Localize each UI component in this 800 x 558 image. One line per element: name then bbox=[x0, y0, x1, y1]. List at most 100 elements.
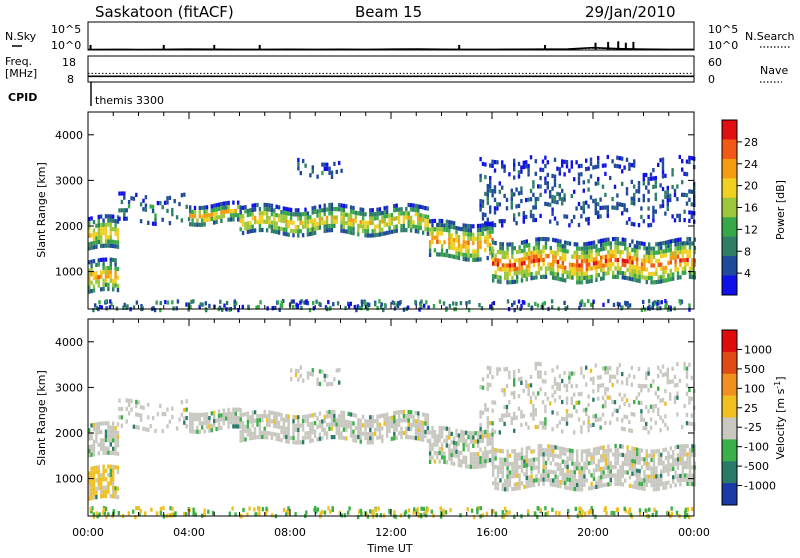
heatmap-cell bbox=[491, 440, 494, 445]
heatmap-cell bbox=[585, 167, 588, 172]
heatmap-cell bbox=[594, 181, 597, 186]
heatmap-cell bbox=[693, 444, 696, 449]
colorbar-tick-label: -500 bbox=[744, 460, 769, 473]
heatmap-cell bbox=[481, 451, 485, 456]
heatmap-cell bbox=[537, 262, 540, 267]
heatmap-cell bbox=[609, 254, 612, 259]
heatmap-cell bbox=[517, 368, 521, 373]
heatmap-cell bbox=[349, 205, 353, 210]
heatmap-cell bbox=[493, 400, 497, 405]
heatmap-cell bbox=[539, 176, 542, 181]
heatmap-cell bbox=[660, 456, 663, 462]
heatmap-cell bbox=[503, 193, 506, 198]
heatmap-cell bbox=[467, 464, 470, 469]
heatmap-cell bbox=[513, 378, 516, 383]
heatmap-cell bbox=[166, 208, 169, 213]
heatmap-cell bbox=[686, 249, 689, 254]
heatmap-cell bbox=[570, 400, 573, 406]
heatmap-cell bbox=[364, 436, 367, 441]
heatmap-cell bbox=[479, 434, 482, 440]
heatmap-cell bbox=[513, 167, 516, 172]
heatmap-cell bbox=[513, 192, 516, 197]
heatmap-cell bbox=[678, 299, 681, 304]
heatmap-cell bbox=[681, 473, 684, 478]
heatmap-cell bbox=[97, 258, 100, 263]
heatmap-cell bbox=[198, 417, 201, 422]
heatmap-cell bbox=[655, 470, 658, 475]
heatmap-cell bbox=[474, 253, 477, 258]
heatmap-cell bbox=[208, 416, 211, 421]
heatmap-cell bbox=[364, 427, 367, 432]
heatmap-cell bbox=[688, 253, 692, 258]
heatmap-cell bbox=[280, 218, 283, 223]
heatmap-cell bbox=[359, 439, 362, 444]
heatmap-cell bbox=[400, 430, 403, 436]
heatmap-cell bbox=[659, 158, 662, 163]
heatmap-cell bbox=[464, 227, 468, 233]
velocity-colorbar-frame bbox=[721, 329, 738, 506]
heatmap-cell bbox=[597, 383, 600, 389]
heatmap-cell bbox=[673, 383, 677, 388]
heatmap-cell bbox=[323, 378, 326, 383]
heatmap-cell bbox=[330, 215, 334, 220]
heatmap-cell bbox=[342, 410, 346, 415]
heatmap-cell bbox=[90, 479, 93, 484]
heatmap-cell bbox=[520, 261, 524, 266]
colorbar-tick-label: 12 bbox=[744, 223, 758, 236]
heatmap-cell bbox=[496, 202, 499, 207]
heatmap-cell bbox=[100, 473, 103, 478]
nave-tick-60: 60 bbox=[708, 56, 722, 69]
heatmap-cell bbox=[340, 224, 343, 229]
heatmap-cell bbox=[278, 307, 281, 312]
heatmap-cell bbox=[485, 511, 489, 516]
heatmap-cell bbox=[185, 415, 188, 421]
heatmap-cell bbox=[450, 233, 453, 238]
heatmap-cell bbox=[100, 270, 103, 275]
heatmap-cell bbox=[534, 366, 537, 371]
heatmap-cell bbox=[597, 247, 600, 252]
heatmap-cell bbox=[669, 193, 672, 198]
heatmap-cell bbox=[448, 431, 451, 436]
heatmap-cell bbox=[440, 218, 444, 224]
heatmap-cell bbox=[619, 444, 622, 449]
heatmap-cell bbox=[492, 261, 495, 266]
heatmap-cell bbox=[516, 266, 519, 271]
heatmap-cell bbox=[464, 460, 468, 465]
heatmap-cell bbox=[614, 452, 617, 457]
heatmap-cell bbox=[633, 451, 636, 456]
heatmap-cell bbox=[631, 239, 634, 244]
heatmap-cell bbox=[421, 218, 425, 223]
heatmap-cell bbox=[287, 224, 290, 229]
heatmap-cell bbox=[530, 474, 533, 479]
heatmap-cell bbox=[645, 482, 648, 487]
heatmap-cell bbox=[650, 453, 653, 458]
heatmap-cell bbox=[587, 216, 590, 222]
heatmap-cell bbox=[547, 254, 550, 259]
heatmap-cell bbox=[287, 431, 290, 436]
heatmap-cell bbox=[633, 472, 636, 477]
heatmap-cell bbox=[476, 257, 480, 262]
heatmap-cell bbox=[508, 478, 512, 483]
heatmap-cell bbox=[213, 216, 216, 221]
heatmap-cell bbox=[609, 477, 612, 482]
heatmap-cell bbox=[657, 407, 660, 412]
heatmap-cell bbox=[556, 221, 559, 226]
heatmap-cell bbox=[100, 231, 103, 236]
heatmap-cell bbox=[564, 464, 567, 469]
heatmap-cell bbox=[232, 407, 235, 412]
heatmap-cell bbox=[431, 240, 434, 245]
heatmap-cell bbox=[123, 208, 126, 213]
heatmap-cell bbox=[98, 300, 101, 305]
heatmap-cell bbox=[588, 241, 591, 246]
heatmap-cell bbox=[426, 507, 429, 512]
heatmap-cell bbox=[676, 412, 679, 417]
heatmap-cell bbox=[552, 444, 555, 449]
heatmap-cell bbox=[210, 411, 213, 416]
heatmap-cell bbox=[283, 507, 286, 512]
heatmap-cell bbox=[578, 474, 581, 479]
heatmap-cell bbox=[565, 164, 569, 169]
heatmap-cell bbox=[592, 476, 596, 482]
colorbar-swatch bbox=[722, 139, 737, 160]
heatmap-cell bbox=[544, 452, 548, 457]
heatmap-cell bbox=[623, 393, 626, 398]
